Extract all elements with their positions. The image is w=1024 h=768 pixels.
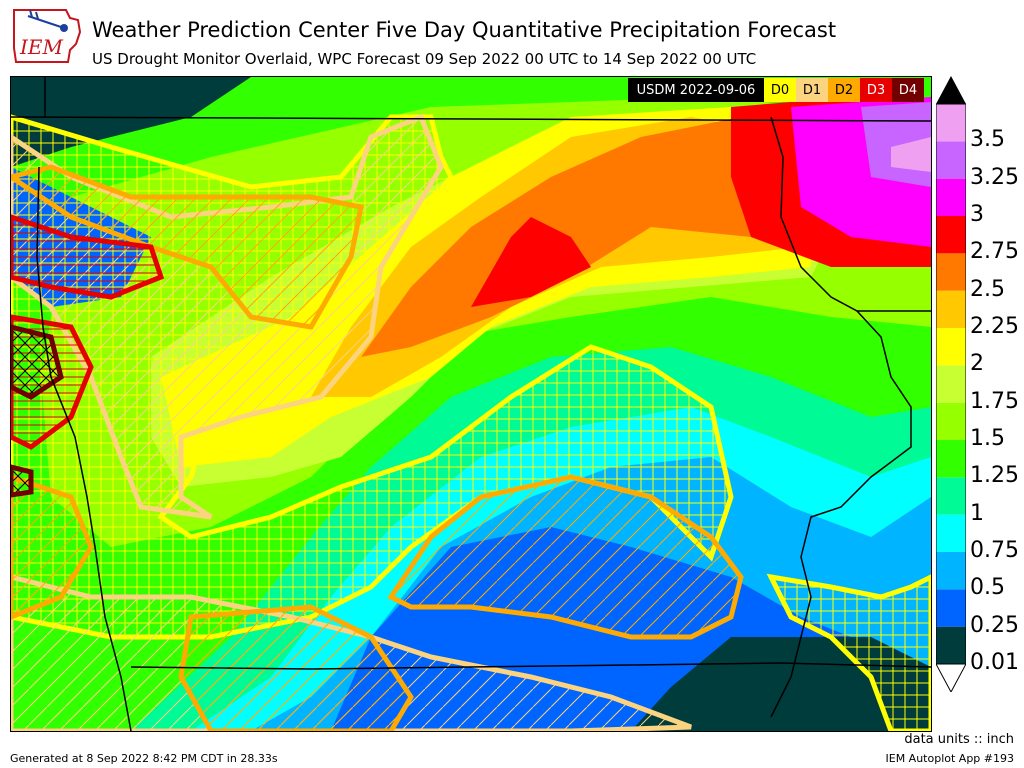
usdm-d2-area-sw xyxy=(11,474,414,731)
colorbar-segment xyxy=(936,477,966,515)
colorbar-segment xyxy=(936,589,966,627)
usdm-overlay xyxy=(11,113,931,731)
colorbar-frame xyxy=(936,103,966,665)
usdm-d2-area-east xyxy=(387,474,744,640)
iem-logo-text: IEM xyxy=(19,35,64,59)
colorbar-tick-label: 2.75 xyxy=(970,239,1019,265)
qpf-2.5 xyxy=(361,117,821,357)
app-id: IEM Autoplot App #193 xyxy=(885,752,1015,765)
colorbar-segment xyxy=(936,141,966,179)
colorbar-segment xyxy=(936,552,966,590)
colorbar-segment xyxy=(936,216,966,254)
colorbar-tick-label: 1.25 xyxy=(970,463,1019,489)
colorbar-tick-label: 3.25 xyxy=(970,164,1019,190)
state-boundary-east xyxy=(770,116,912,718)
qpf-3.5 xyxy=(891,137,931,172)
colorbar-segment xyxy=(936,514,966,552)
usdm-legend-d3: D3 xyxy=(860,78,892,102)
colorbar-under-arrow xyxy=(936,663,966,692)
colorbar-segment xyxy=(936,626,966,664)
state-boundaries xyxy=(11,77,931,731)
colorbar-segment xyxy=(936,104,966,142)
colorbar-segment xyxy=(936,365,966,403)
colorbar-segment xyxy=(936,178,966,216)
colorbar-segment xyxy=(936,402,966,440)
precip-map xyxy=(10,76,932,732)
colorbar-tick-label: 2.5 xyxy=(970,276,1005,302)
usdm-d0-area-se xyxy=(766,573,931,731)
colorbar-tick-label: 2 xyxy=(970,351,984,377)
page-title: Weather Prediction Center Five Day Quant… xyxy=(92,18,837,42)
usdm-legend-d1: D1 xyxy=(796,78,828,102)
colorbar-segment xyxy=(936,253,966,291)
colorbar-tick-label: 2.25 xyxy=(970,314,1019,339)
page-subtitle: US Drought Monitor Overlaid, WPC Forecas… xyxy=(92,50,757,68)
data-units-label: data units :: inch xyxy=(904,732,1014,747)
colorbar-tick-label: 3.5 xyxy=(970,127,1005,153)
iem-logo: IEM xyxy=(13,9,82,63)
colorbar-segment xyxy=(936,328,966,366)
usdm-legend-d0: D0 xyxy=(764,78,796,102)
qpf-0.01 xyxy=(11,77,931,731)
colorbar-tick-label: 0.75 xyxy=(970,538,1019,563)
colorbar-tick-label: 3 xyxy=(970,202,984,227)
colorbar-tick-label: 0.5 xyxy=(970,575,1005,601)
state-boundary-west xyxy=(36,166,132,731)
state-boundary-south xyxy=(130,662,931,670)
colorbar xyxy=(936,76,966,692)
colorbar-tick-label: 1.5 xyxy=(970,426,1005,451)
generated-timestamp: Generated at 8 Sep 2022 8:42 PM CDT in 2… xyxy=(10,752,278,765)
colorbar-tick-label: 0.01 xyxy=(970,650,1019,675)
usdm-legend-d2: D2 xyxy=(828,78,860,102)
usdm-d3-area xyxy=(11,214,165,450)
usdm-legend-d4: D4 xyxy=(892,78,924,102)
colorbar-tick-label: 0.25 xyxy=(970,612,1019,638)
colorbar-segment xyxy=(936,290,966,328)
wind-barb-icon xyxy=(27,9,68,32)
usdm-legend: USDM 2022-09-06 D0 D1 D2 D3 D4 xyxy=(628,78,924,102)
usdm-legend-title: USDM 2022-09-06 xyxy=(628,78,764,102)
state-boundary-north xyxy=(11,116,931,122)
colorbar-segment xyxy=(936,440,966,478)
colorbar-tick-label: 1.75 xyxy=(970,388,1019,414)
colorbar-over-arrow xyxy=(936,76,966,104)
colorbar-tick-label: 1 xyxy=(970,500,984,526)
